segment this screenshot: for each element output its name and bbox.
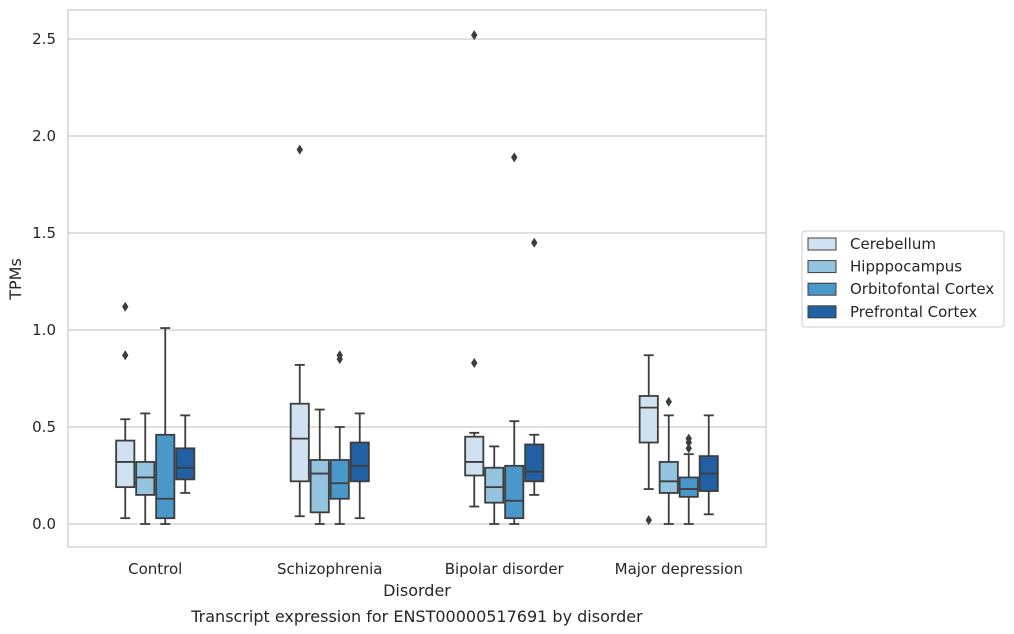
box (504, 464, 525, 520)
legend-swatch (807, 237, 837, 251)
legend: Cerebellum Hipppocampus Orbitofontal Corte… (801, 230, 1005, 328)
legend-label: Cerebellum (850, 235, 936, 253)
box (678, 476, 699, 498)
legend-swatch (807, 305, 837, 319)
box (464, 435, 485, 477)
box (289, 402, 310, 483)
chart-title: Transcript expression for ENST0000051769… (190, 607, 643, 626)
y-tick-label: 2.5 (32, 30, 56, 48)
legend-label: Orbitofontal Cortex (850, 280, 994, 298)
outlier-point (122, 301, 129, 312)
outlier-point (471, 357, 478, 368)
y-tick-label: 1.5 (32, 224, 56, 242)
x-tick-label: Control (128, 560, 182, 578)
legend-frame (801, 230, 1005, 328)
outlier-point (645, 515, 652, 526)
y-tick-label: 0.0 (32, 515, 56, 533)
outlier-point (685, 443, 692, 454)
box (329, 459, 350, 500)
legend-entries: Cerebellum Hipppocampus Orbitofontal Corte… (807, 235, 994, 321)
y-tick-label: 1.0 (32, 321, 56, 339)
legend-swatch (807, 260, 837, 274)
box (349, 441, 370, 483)
outlier-point (471, 30, 478, 41)
x-tick-label: Schizophrenia (277, 560, 382, 578)
legend-label: Hipppocampus (850, 258, 962, 276)
box (155, 433, 176, 520)
outlier-point (122, 350, 129, 361)
y-tick-label: 0.5 (32, 418, 56, 436)
box (658, 461, 679, 494)
x-tick-label: Major depression (615, 560, 743, 578)
x-tick-label: Bipolar disorder (445, 560, 565, 578)
legend-swatch (807, 282, 837, 296)
outlier-point (296, 144, 303, 155)
x-tick-labels: Control Schizophrenia Bipolar disorder Majo… (128, 560, 743, 578)
box (135, 461, 156, 496)
outlier-point (665, 396, 672, 407)
box (309, 459, 330, 514)
y-tick-labels: 0.0 0.5 1.0 1.5 2.0 2.5 (32, 30, 56, 533)
box (175, 447, 196, 481)
box (484, 466, 505, 504)
boxes (115, 30, 719, 526)
legend-label: Prefrontal Cortex (850, 303, 977, 321)
outlier-point (531, 237, 538, 248)
box (115, 439, 136, 489)
y-axis-label: TPMs (6, 258, 25, 301)
y-tick-label: 2.0 (32, 127, 56, 145)
outlier-point (336, 350, 343, 361)
outlier-point (685, 433, 692, 444)
box (638, 395, 659, 444)
outlier-point (511, 152, 518, 163)
box (524, 443, 545, 483)
x-axis-label: Disorder (383, 581, 451, 600)
